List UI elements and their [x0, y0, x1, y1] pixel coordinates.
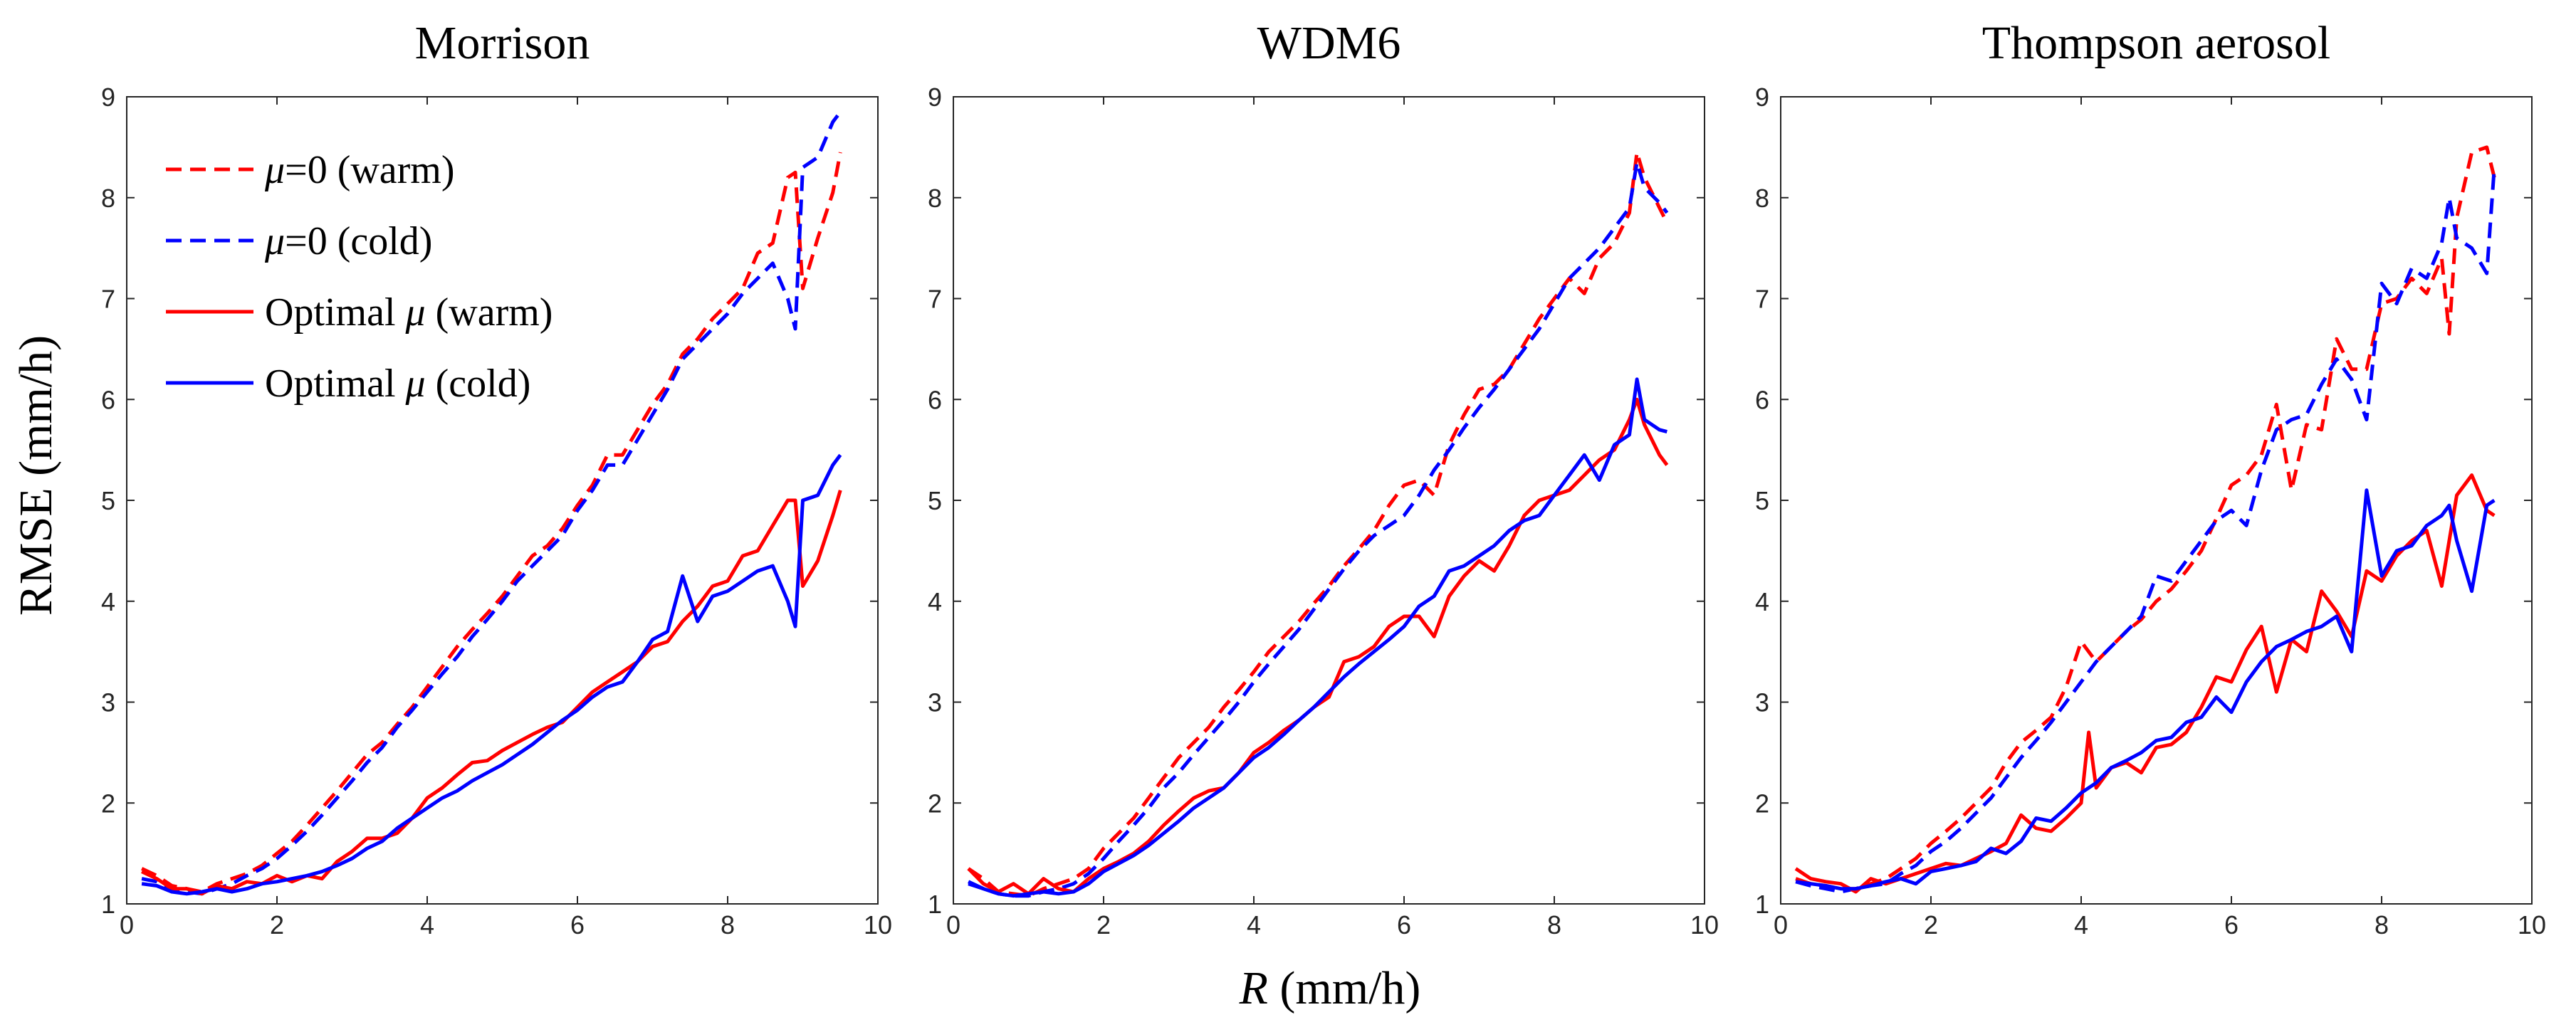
- x-tick-label: 8: [721, 910, 735, 939]
- legend-label: μ=0 (warm): [264, 148, 455, 192]
- x-tick-label: 10: [2518, 910, 2546, 939]
- series-line-2: [968, 160, 1669, 898]
- y-tick-label: 8: [101, 184, 115, 213]
- legend-label: μ=0 (cold): [264, 219, 432, 263]
- x-tick-label: 4: [1247, 910, 1261, 939]
- legend-suffix: (warm): [426, 290, 553, 335]
- y-tick-label: 3: [928, 688, 942, 717]
- x-axis-label-unit: (mm/h): [1268, 962, 1420, 1014]
- y-tick-label: 9: [1755, 83, 1769, 112]
- series-line-3: [141, 490, 842, 896]
- series-line-4: [141, 453, 842, 896]
- x-tick-label: 2: [1096, 910, 1111, 939]
- series-line-3: [967, 397, 1669, 896]
- x-tick-label: 8: [2375, 910, 2389, 939]
- legend-suffix: =0 (cold): [285, 219, 432, 263]
- y-tick-label: 5: [101, 486, 115, 515]
- y-tick-label: 6: [101, 385, 115, 414]
- y-tick-label: 2: [928, 789, 942, 818]
- legend-label: Optimal μ (cold): [265, 362, 530, 406]
- y-tick-label: 3: [1755, 688, 1769, 717]
- x-tick-label: 2: [270, 910, 284, 939]
- y-tick-label: 3: [101, 688, 115, 717]
- legend-mu-symbol: μ: [405, 290, 426, 335]
- series-group: [1794, 145, 2496, 894]
- legend-mu-symbol: μ: [405, 362, 426, 406]
- series-line-1: [141, 152, 842, 894]
- chart-title: Thompson aerosol: [1982, 17, 2330, 69]
- legend-suffix: (cold): [426, 362, 531, 406]
- series-line-4: [968, 377, 1667, 898]
- legend-prefix: Optimal: [265, 362, 406, 406]
- y-tick-label: 6: [928, 385, 942, 414]
- y-tick-label: 4: [101, 587, 115, 616]
- y-axis-label: RMSE (mm/h): [10, 335, 62, 616]
- plot-frame: [126, 96, 879, 905]
- x-tick-label: 10: [1690, 910, 1719, 939]
- y-tick-label: 7: [1755, 285, 1769, 314]
- y-tick-label: 6: [1755, 385, 1769, 414]
- x-tick-label: 6: [2224, 910, 2239, 939]
- y-tick-label: 9: [928, 83, 942, 112]
- x-tick-label: 10: [864, 910, 892, 939]
- x-tick-label: 0: [1774, 910, 1788, 939]
- legend-mu-symbol: μ: [264, 219, 285, 263]
- y-tick-label: 7: [101, 285, 115, 314]
- legend-label: Optimal μ (warm): [265, 290, 553, 335]
- series-line-1: [1795, 145, 2496, 891]
- x-axis-label-variable: R: [1239, 962, 1268, 1014]
- series-line-2: [141, 110, 842, 896]
- plot-frame: [1780, 96, 2533, 905]
- legend-prefix: Optimal: [265, 290, 406, 335]
- x-tick-label: 0: [120, 910, 134, 939]
- series-group: [141, 110, 842, 896]
- legend: μ=0 (warm)μ=0 (cold)Optimal μ (warm)Opti…: [166, 148, 553, 406]
- legend-mu-symbol: μ: [264, 148, 285, 192]
- x-tick-label: 6: [570, 910, 585, 939]
- chart-title: WDM6: [1257, 17, 1401, 69]
- y-tick-label: 8: [928, 184, 942, 213]
- series-line-4: [1795, 488, 2496, 891]
- x-axis-label: R (mm/h): [1239, 962, 1421, 1014]
- y-tick-label: 1: [101, 890, 115, 919]
- series-line-3: [1794, 473, 2496, 894]
- y-tick-label: 1: [928, 890, 942, 919]
- y-tick-label: 2: [1755, 789, 1769, 818]
- series-line-2: [1795, 167, 2496, 894]
- x-tick-label: 4: [420, 910, 434, 939]
- y-tick-label: 9: [101, 83, 115, 112]
- legend-suffix: =0 (warm): [285, 148, 454, 192]
- y-tick-label: 8: [1755, 184, 1769, 213]
- y-tick-label: 4: [928, 587, 942, 616]
- x-tick-label: 0: [946, 910, 960, 939]
- y-tick-label: 4: [1755, 587, 1769, 616]
- y-tick-label: 2: [101, 789, 115, 818]
- chart-title: Morrison: [415, 17, 590, 69]
- y-tick-label: 5: [928, 486, 942, 515]
- series-group: [967, 150, 1669, 898]
- x-tick-label: 2: [1924, 910, 1938, 939]
- y-tick-label: 5: [1755, 486, 1769, 515]
- y-tick-label: 1: [1755, 890, 1769, 919]
- x-tick-label: 6: [1397, 910, 1411, 939]
- x-tick-label: 4: [2074, 910, 2088, 939]
- plot-frame: [953, 96, 1705, 905]
- y-tick-label: 7: [928, 285, 942, 314]
- x-tick-label: 8: [1547, 910, 1561, 939]
- series-line-1: [967, 150, 1669, 898]
